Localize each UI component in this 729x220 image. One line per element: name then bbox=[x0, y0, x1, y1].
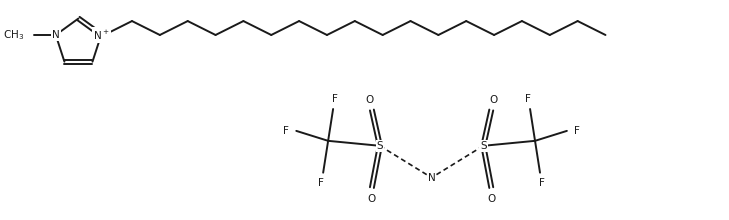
Text: F: F bbox=[284, 126, 289, 136]
Text: O: O bbox=[367, 194, 376, 204]
Text: O: O bbox=[489, 95, 497, 105]
Text: F: F bbox=[525, 94, 531, 104]
Text: F: F bbox=[332, 94, 338, 104]
Text: O: O bbox=[487, 194, 496, 204]
Text: F: F bbox=[574, 126, 580, 136]
Text: N$^+$: N$^+$ bbox=[93, 28, 109, 42]
Text: N: N bbox=[52, 30, 60, 40]
Text: N: N bbox=[428, 173, 435, 183]
Text: S: S bbox=[480, 141, 487, 151]
Text: S: S bbox=[377, 141, 383, 151]
Text: F: F bbox=[539, 178, 545, 188]
Text: CH$_3$: CH$_3$ bbox=[3, 28, 24, 42]
Text: O: O bbox=[366, 95, 374, 105]
Text: F: F bbox=[319, 178, 324, 188]
